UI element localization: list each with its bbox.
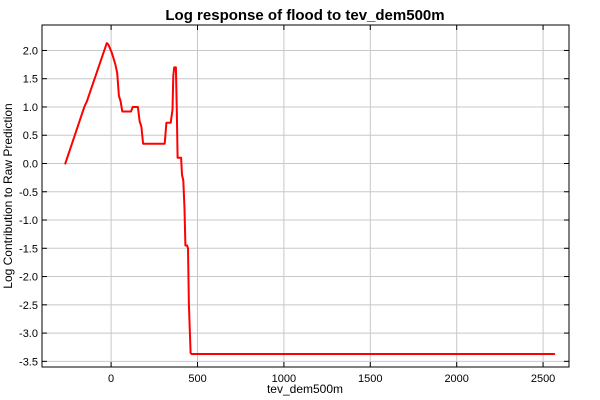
grid-lines [42, 25, 569, 367]
y-tick-label: -0.5 [19, 187, 38, 199]
y-tick-label: -3.0 [19, 328, 38, 340]
y-tick-label: -2.5 [19, 300, 38, 312]
x-tick-label: 0 [108, 373, 114, 385]
y-tick-label: 1.5 [23, 74, 38, 86]
series-layer [64, 42, 556, 355]
y-tick-label: -2.0 [19, 272, 38, 284]
axis-ticks [42, 25, 569, 367]
x-axis-label: tev_dem500m [267, 382, 343, 396]
response-curve [64, 42, 556, 355]
y-tick-label: 0.5 [23, 130, 38, 142]
plot-frame [41, 24, 570, 368]
x-tick-label: 2500 [531, 373, 555, 385]
chart-title: Log response of flood to tev_dem500m [165, 7, 444, 24]
y-tick-label: 0.0 [23, 158, 38, 170]
y-tick-label: -1.5 [19, 243, 38, 255]
y-tick-label: -3.5 [19, 356, 38, 368]
y-axis-label: Log Contribution to Raw Prediction [1, 103, 15, 288]
x-tick-label: 500 [188, 373, 206, 385]
tick-labels: 0 500 1000 1500 2000 2500 2.0 1.5 1.0 0.5 0.0 -0.5 -… [19, 45, 555, 385]
x-tick-label: 2000 [444, 373, 468, 385]
y-tick-label: -1.0 [19, 215, 38, 227]
y-tick-label: 2.0 [23, 45, 38, 57]
x-tick-label: 1000 [272, 373, 296, 385]
y-tick-label: 1.0 [23, 102, 38, 114]
x-tick-label: 1500 [358, 373, 382, 385]
